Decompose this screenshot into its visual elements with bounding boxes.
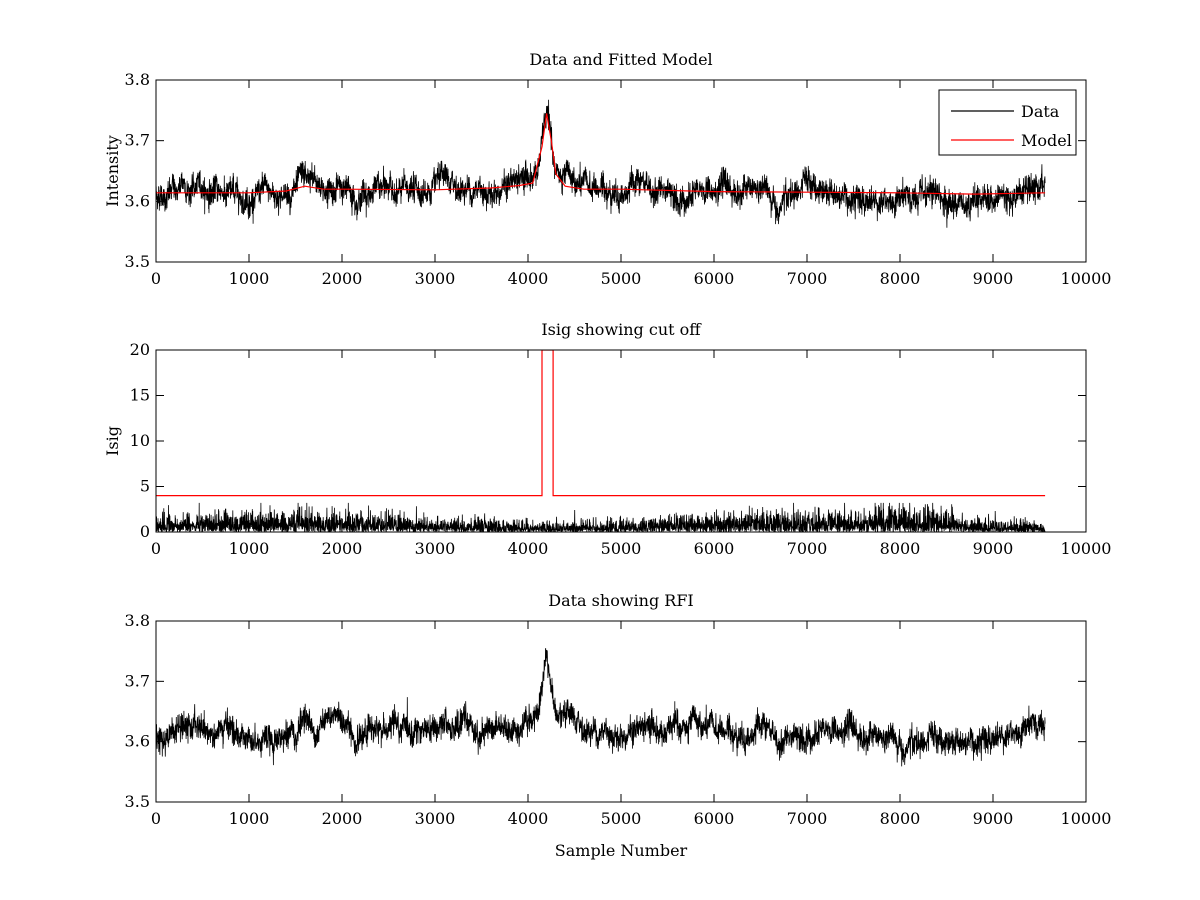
x-tick-label: 1000 [229, 269, 270, 288]
y-axis-label: Intensity [103, 135, 122, 207]
figure: 0 1000 2000 3000 4000 5000 6000 7000 8000 9000 100… [0, 0, 1200, 900]
x-tick-label: 3000 [415, 809, 456, 828]
x-tick-label: 4000 [508, 539, 549, 558]
x-tick-label: 6000 [694, 539, 735, 558]
x-tick-label: 2000 [322, 809, 363, 828]
y-tick-label: 3.5 [125, 252, 150, 271]
y-tick-label: 15 [130, 386, 150, 405]
y-tick-label: 0 [140, 522, 150, 541]
x-tick-label: 6000 [694, 269, 735, 288]
x-axis-label: Sample Number [555, 841, 688, 860]
series-group [156, 350, 1045, 532]
series-isig-line [156, 503, 1045, 532]
x-tick-label: 4000 [508, 809, 549, 828]
x-tick-label: 9000 [973, 539, 1014, 558]
y-tick-label: 3.7 [125, 131, 150, 150]
x-tick-label: 8000 [880, 539, 921, 558]
series-data-line [156, 648, 1045, 766]
y-tick-label: 3.6 [125, 732, 150, 751]
x-tick-label: 10000 [1061, 809, 1112, 828]
series-cut-off-line [156, 350, 1045, 496]
x-tick-label: 4000 [508, 269, 549, 288]
x-tick-label: 9000 [973, 809, 1014, 828]
x-tick-label: 8000 [880, 269, 921, 288]
x-tick-label: 6000 [694, 809, 735, 828]
x-tick-label: 7000 [787, 539, 828, 558]
chart-panel-2: 0 1000 2000 3000 4000 5000 6000 7000 8000 9000 100… [103, 320, 1111, 558]
x-tick-label: 3000 [415, 539, 456, 558]
x-tick-label: 5000 [601, 269, 642, 288]
plot-frame [156, 621, 1086, 802]
y-tick-label: 3.7 [125, 671, 150, 690]
x-tick-label: 5000 [601, 809, 642, 828]
x-tick-label: 9000 [973, 269, 1014, 288]
x-tick-label: 1000 [229, 539, 270, 558]
legend-label-model: Model [1021, 131, 1072, 150]
x-tick-label: 10000 [1061, 269, 1112, 288]
y-tick-label: 3.5 [125, 792, 150, 811]
chart-title: Data showing RFI [548, 591, 693, 610]
chart-panel-1: 0 1000 2000 3000 4000 5000 6000 7000 8000 9000 100… [103, 50, 1111, 288]
y-tick-label: 3.6 [125, 191, 150, 210]
chart-title: Data and Fitted Model [529, 50, 712, 69]
chart-panel-3: 0 1000 2000 3000 4000 5000 6000 7000 8000 9000 100… [125, 591, 1112, 860]
legend-label-data: Data [1021, 102, 1060, 121]
x-tick-label: 7000 [787, 269, 828, 288]
series-data-line [156, 100, 1045, 228]
y-tick-label: 3.8 [125, 611, 150, 630]
x-tick-label: 0 [151, 269, 161, 288]
legend: Data Model [939, 90, 1076, 155]
x-tick-label: 7000 [787, 809, 828, 828]
x-tick-label: 2000 [322, 269, 363, 288]
x-tick-label: 1000 [229, 809, 270, 828]
x-tick-label: 5000 [601, 539, 642, 558]
y-tick-label: 20 [130, 340, 150, 359]
y-axis-label: Isig [103, 426, 122, 456]
x-tick-label: 10000 [1061, 539, 1112, 558]
plot-frame [156, 350, 1086, 532]
x-tick-label: 0 [151, 539, 161, 558]
series-group [156, 648, 1045, 766]
y-tick-label: 10 [130, 431, 150, 450]
series-group [156, 100, 1045, 228]
x-tick-label: 2000 [322, 539, 363, 558]
x-tick-label: 0 [151, 809, 161, 828]
x-tick-label: 3000 [415, 269, 456, 288]
y-tick-label: 3.8 [125, 70, 150, 89]
x-tick-label: 8000 [880, 809, 921, 828]
y-tick-label: 5 [140, 477, 150, 496]
chart-title: Isig showing cut off [541, 320, 702, 339]
